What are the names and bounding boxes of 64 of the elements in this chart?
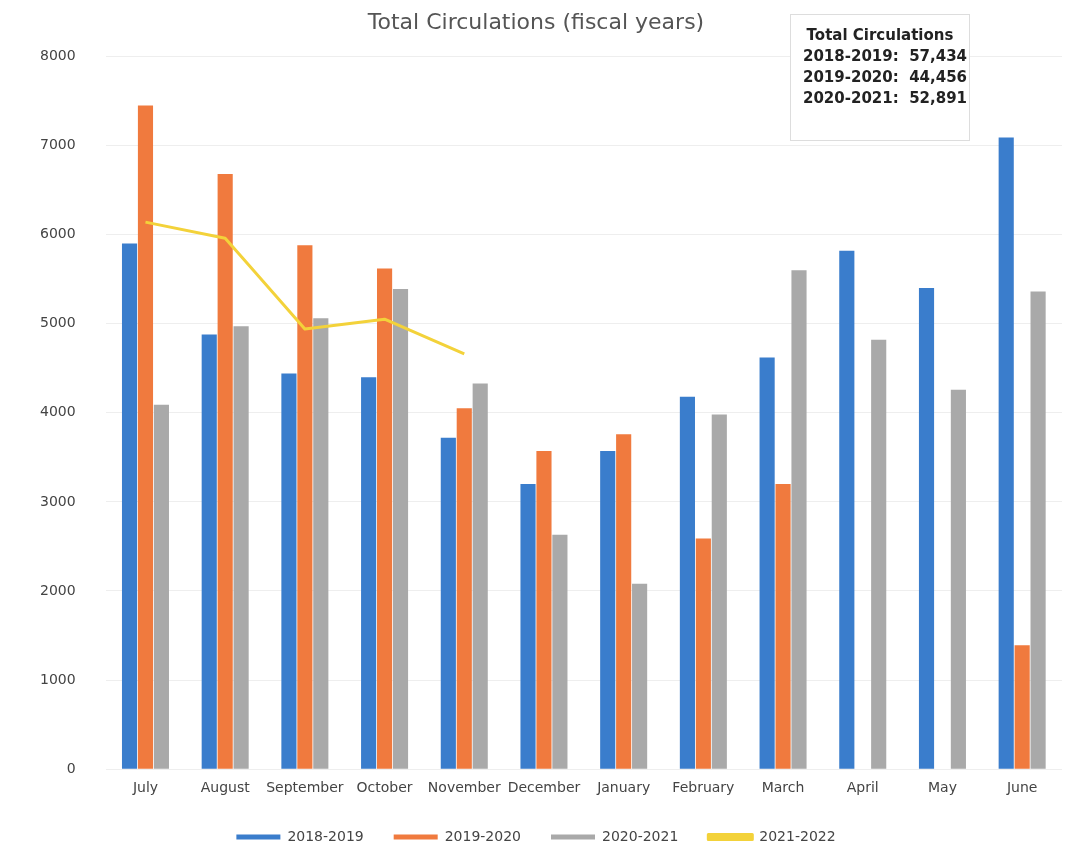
text-box: Total Circulations 2018-2019: 57,434 2019-2020: 44,456 2020-2021: 52,891 (790, 14, 970, 141)
y-tick-label: 4000 (39, 403, 76, 420)
legend-label: 2019-2020 (444, 827, 521, 844)
x-tick-label: December (507, 779, 581, 796)
bar (632, 583, 648, 769)
y-tick-label: 7000 (39, 136, 76, 153)
annotation: 2018-2019: 57,434 (803, 47, 968, 65)
y-tick-label: 0 (66, 759, 76, 776)
bar (377, 268, 393, 769)
bar (998, 137, 1014, 769)
bar (871, 339, 887, 769)
bar (361, 377, 377, 769)
bar (839, 250, 855, 769)
annotation: 2019-2020: 44,456 (803, 68, 968, 86)
x-tick-label: March (761, 779, 805, 796)
x-tick-label: September (266, 779, 344, 796)
bar (313, 318, 329, 769)
chart-title: Total Circulations (fiscal years) (366, 8, 705, 34)
legend-label: 2018-2019 (287, 827, 364, 844)
bar (552, 534, 568, 769)
x-tick-label: October (356, 779, 413, 796)
bar (121, 243, 138, 769)
bar (137, 105, 154, 769)
bar (695, 538, 711, 769)
x-tick-label: January (596, 779, 651, 796)
bar (1030, 291, 1046, 769)
bar (679, 396, 695, 769)
annotation: 2020-2021: 52,891 (803, 89, 968, 107)
bar (759, 357, 775, 769)
x-tick-label: February (672, 779, 735, 796)
bar (281, 373, 297, 769)
legend-label: 2020-2021 (602, 827, 679, 844)
x-tick-label: July (131, 779, 159, 796)
y-tick-label: 5000 (39, 314, 76, 331)
bar (456, 408, 472, 769)
bar (520, 484, 536, 769)
bar (950, 389, 966, 769)
legend-label: 2021-2022 (759, 827, 836, 844)
x-tick-label: April (846, 779, 879, 796)
y-tick-label: 1000 (39, 670, 76, 687)
y-tick-label: 3000 (39, 492, 76, 509)
y-tick-label: 8000 (39, 47, 76, 64)
x-tick-label: November (427, 779, 501, 796)
x-tick-label: May (927, 779, 957, 796)
bar (791, 270, 807, 769)
bar (775, 484, 791, 769)
y-tick-label: 6000 (39, 225, 76, 242)
bar (711, 414, 727, 769)
bar (201, 334, 217, 769)
bar (217, 174, 233, 769)
bar (392, 288, 409, 769)
bar (616, 434, 632, 769)
bar (918, 288, 935, 769)
bar (297, 245, 313, 769)
bar (440, 437, 456, 769)
bar (472, 383, 488, 769)
bar (1014, 645, 1030, 769)
bar (536, 451, 552, 769)
bar (233, 326, 249, 769)
bar (600, 451, 616, 769)
y-tick-label: 2000 (39, 581, 76, 598)
x-tick-label: June (1005, 779, 1038, 796)
bar (153, 404, 169, 769)
x-tick-label: August (200, 779, 251, 796)
